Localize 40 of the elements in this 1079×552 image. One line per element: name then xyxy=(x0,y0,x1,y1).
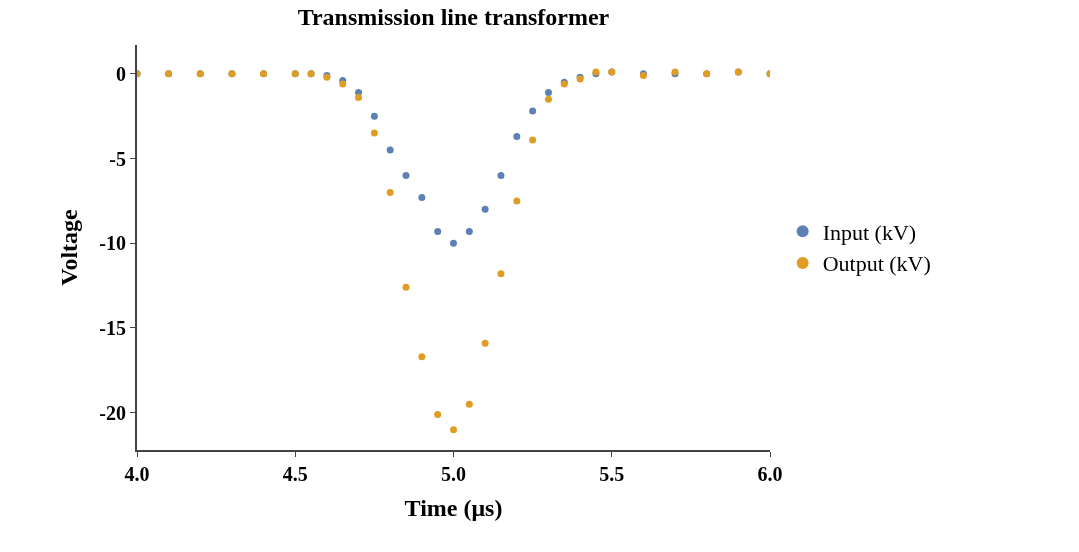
legend-label: Input (kV) xyxy=(822,219,917,245)
point xyxy=(402,283,410,291)
point xyxy=(450,239,457,247)
point xyxy=(355,94,363,102)
x-axis-title: Time (μs) xyxy=(404,494,503,521)
point xyxy=(497,171,505,179)
y-tick-label: -15 xyxy=(99,316,126,339)
point xyxy=(370,112,378,120)
point xyxy=(450,426,457,434)
point xyxy=(434,227,442,235)
x-tick-label: 4.5 xyxy=(282,463,308,485)
point xyxy=(529,107,537,115)
x-tick-label: 6.0 xyxy=(757,463,783,485)
point xyxy=(465,227,473,235)
x-tick-label: 5.0 xyxy=(441,463,466,485)
point xyxy=(544,95,552,103)
point xyxy=(402,171,410,179)
y-tick-label: -5 xyxy=(109,147,126,170)
y-tick-label: -10 xyxy=(99,232,126,255)
x-tick-label: 5.5 xyxy=(599,463,625,485)
point xyxy=(418,194,426,202)
point xyxy=(513,197,521,205)
point xyxy=(513,133,521,141)
point xyxy=(418,353,426,361)
y-tick-label: 0 xyxy=(116,62,126,85)
point xyxy=(529,136,537,144)
point xyxy=(370,129,378,137)
y-axis-title: Voltage xyxy=(55,208,82,286)
point xyxy=(434,410,442,418)
point xyxy=(465,400,473,408)
point xyxy=(386,188,394,196)
chart-title: Transmission line transformer xyxy=(297,4,610,31)
y-tick-label: -20 xyxy=(99,401,126,424)
point xyxy=(481,205,489,213)
point xyxy=(481,339,489,347)
point xyxy=(497,270,505,278)
legend-label: Output (kV) xyxy=(822,251,931,277)
point xyxy=(386,146,394,154)
point xyxy=(544,88,552,96)
x-tick-label: 4.0 xyxy=(124,463,150,485)
